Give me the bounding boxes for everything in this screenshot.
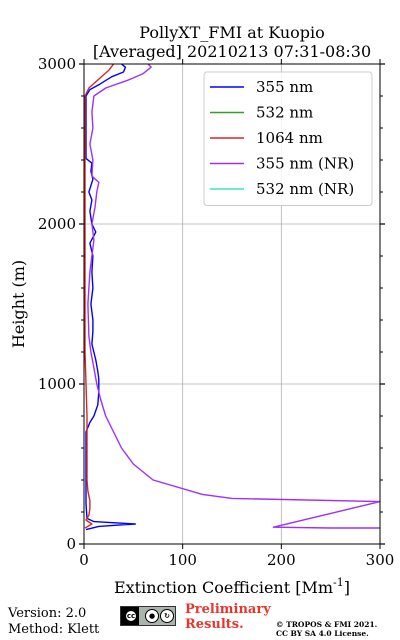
x-tick-label: 0: [79, 551, 89, 569]
legend-box: [203, 71, 373, 206]
y-tick-label: 1000: [38, 375, 76, 393]
preliminary-line1: Preliminary: [185, 602, 271, 617]
y-tick-label: 2000: [38, 215, 76, 233]
y-axis-label: Height (m): [9, 260, 28, 348]
x-tick-label: 300: [366, 551, 395, 569]
legend: 355 nm 532 nm 1064 nm 355 nm (NR) 532 nm (NR…: [203, 71, 373, 206]
legend-label: 355 nm (NR): [256, 155, 354, 173]
version-label: Version: 2.0: [8, 606, 87, 621]
legend-label: 532 nm: [256, 104, 313, 122]
plot-frame: [83, 63, 381, 545]
by-icon: ●: [145, 609, 159, 623]
cc-license-badge: cc ● ↻: [120, 606, 176, 626]
method-label: Method: Klett: [8, 622, 100, 637]
x-axis-label: Extinction Coefficient [Mm-1]: [114, 576, 350, 597]
x-tick-label: 200: [267, 551, 296, 569]
series-line-3: [87, 63, 381, 529]
series-line-2: [84, 63, 115, 529]
preliminary-line2: Results.: [185, 617, 244, 632]
cc-icon: cc: [125, 610, 137, 622]
preliminary-results-label: Preliminary Results.: [185, 602, 271, 632]
legend-label: 355 nm: [256, 78, 313, 96]
legend-label: 1064 nm: [256, 129, 323, 147]
chart-title-line2: [Averaged] 20210213 07:31-08:30: [93, 42, 371, 61]
y-tick-label: 0: [66, 535, 76, 553]
y-tick-label: 3000: [38, 55, 76, 73]
series-layer: [84, 63, 381, 531]
copyright-notice: © TROPOS & FMI 2021. CC BY SA 4.0 Licens…: [276, 620, 377, 638]
copyright-line1: © TROPOS & FMI 2021.: [276, 620, 378, 629]
copyright-line2: CC BY SA 4.0 License.: [276, 629, 369, 638]
x-tick-label: 100: [168, 551, 197, 569]
series-line-0: [85, 63, 137, 531]
chart-title-line1: PollyXT_FMI at Kuopio: [139, 23, 325, 42]
chart-svg: PollyXT_FMI at Kuopio [Averaged] 2021021…: [9, 23, 395, 597]
legend-label: 532 nm (NR): [256, 180, 354, 198]
sa-icon: ↻: [160, 609, 174, 623]
